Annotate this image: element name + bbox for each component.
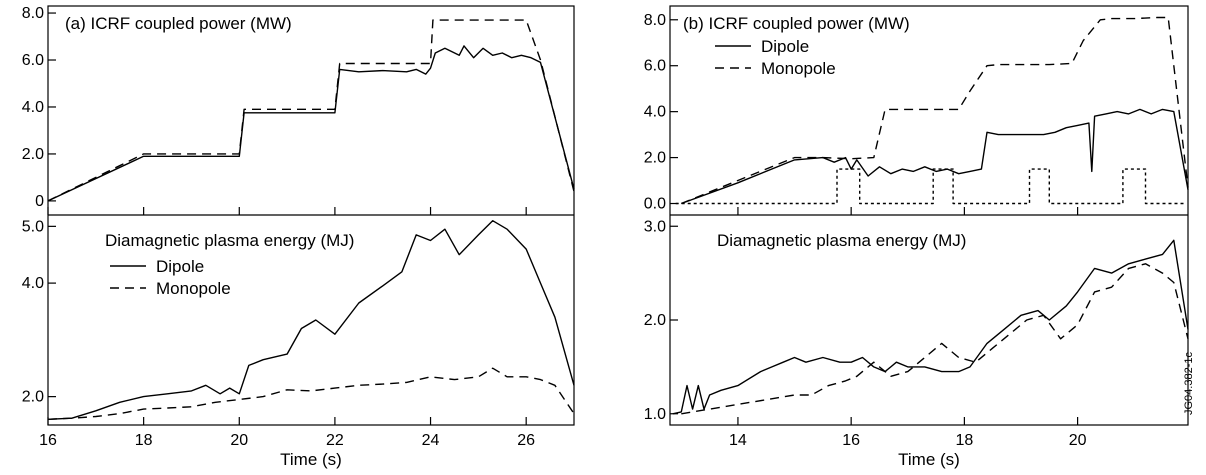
panel-a-top-y-tick-label: 8.0 xyxy=(22,5,44,22)
panel-b-x-tick-label: 16 xyxy=(842,432,860,449)
panel-b-bottom-series-solid xyxy=(672,239,1189,415)
panel-b-top-y-tick-label: 0.0 xyxy=(644,196,666,213)
panel-b-top-series-dotted xyxy=(675,168,1186,205)
panel-a-x-tick-label: 16 xyxy=(39,432,57,449)
panel-b-bottom-annotation: Diamagnetic plasma energy (MJ) xyxy=(717,231,966,250)
panel-a-legend-label-solid: Dipole xyxy=(156,257,204,276)
panel-b-bottom-y-tick-label: 2.0 xyxy=(644,312,666,329)
panel-b-top-series-dashed xyxy=(681,16,1189,205)
panel-a-legend-label-dashed: Monopole xyxy=(156,279,231,298)
panel-b-legend-label-dashed: Monopole xyxy=(761,59,836,78)
panel-b-top-series-solid xyxy=(681,108,1189,205)
panel-b-top-y-tick-label: 4.0 xyxy=(644,104,666,121)
panel-a-top-y-tick-label: 6.0 xyxy=(22,52,44,69)
panel-b-bottom-y-tick-label: 1.0 xyxy=(644,406,666,423)
panel-b-x-tick-label: 18 xyxy=(955,432,973,449)
panel-a-top-annotation: (a) ICRF coupled power (MW) xyxy=(65,14,292,33)
panel-b-top-y-tick-label: 8.0 xyxy=(644,12,666,29)
panel-a-top-y-tick-label: 2.0 xyxy=(22,146,44,163)
panel-a-x-tick-label: 22 xyxy=(326,432,344,449)
panel-a-top-series-dashed xyxy=(47,19,575,202)
panel-b-bottom-series-dashed xyxy=(681,263,1189,415)
panel-a-top-y-tick-label: 0 xyxy=(35,193,44,210)
panel-b-top-annotation: (b) ICRF coupled power (MW) xyxy=(683,14,910,33)
panel-a-x-axis-label: Time (s) xyxy=(280,450,342,469)
panel-b-x-tick-label: 14 xyxy=(729,432,747,449)
panel-a-x-tick-label: 20 xyxy=(230,432,248,449)
panel-a-x-tick-label: 18 xyxy=(135,432,153,449)
panel-b: 14 16 18 20 Time (s) 0.0 2.0 4.0 6.0 8.0 (b) ICRF … xyxy=(644,5,1189,469)
panel-a-bottom-y-tick-label: 4.0 xyxy=(22,275,44,292)
panel-a-top-y-tick-label: 4.0 xyxy=(22,99,44,116)
panel-a-bottom-y-tick-label: 5.0 xyxy=(22,218,44,235)
panel-b-bottom-y-tick-label: 3.0 xyxy=(644,218,666,235)
panel-a-bottom-annotation: Diamagnetic plasma energy (MJ) xyxy=(105,231,354,250)
panel-a-bottom-y-tick-label: 2.0 xyxy=(22,389,44,406)
panel-a-top-series-solid xyxy=(47,45,575,202)
panel-a-bottom-series-solid xyxy=(47,219,575,420)
panel-a: 16 18 20 22 24 26 Time (s) 0 2.0 4.0 6.0 8.0 (a) ICR… xyxy=(22,5,575,469)
panel-b-top-y-tick-label: 6.0 xyxy=(644,58,666,75)
panel-b-x-axis-label: Time (s) xyxy=(898,450,960,469)
panel-a-x-tick-label: 24 xyxy=(422,432,440,449)
panel-a-bottom-series-dashed xyxy=(47,367,575,420)
panel-b-top-y-tick-label: 2.0 xyxy=(644,150,666,167)
panel-b-legend-label-solid: Dipole xyxy=(761,37,809,56)
figure-code: JG04.382-1c xyxy=(1183,352,1195,415)
panel-a-x-tick-label: 26 xyxy=(517,432,535,449)
panel-b-x-tick-label: 20 xyxy=(1069,432,1087,449)
